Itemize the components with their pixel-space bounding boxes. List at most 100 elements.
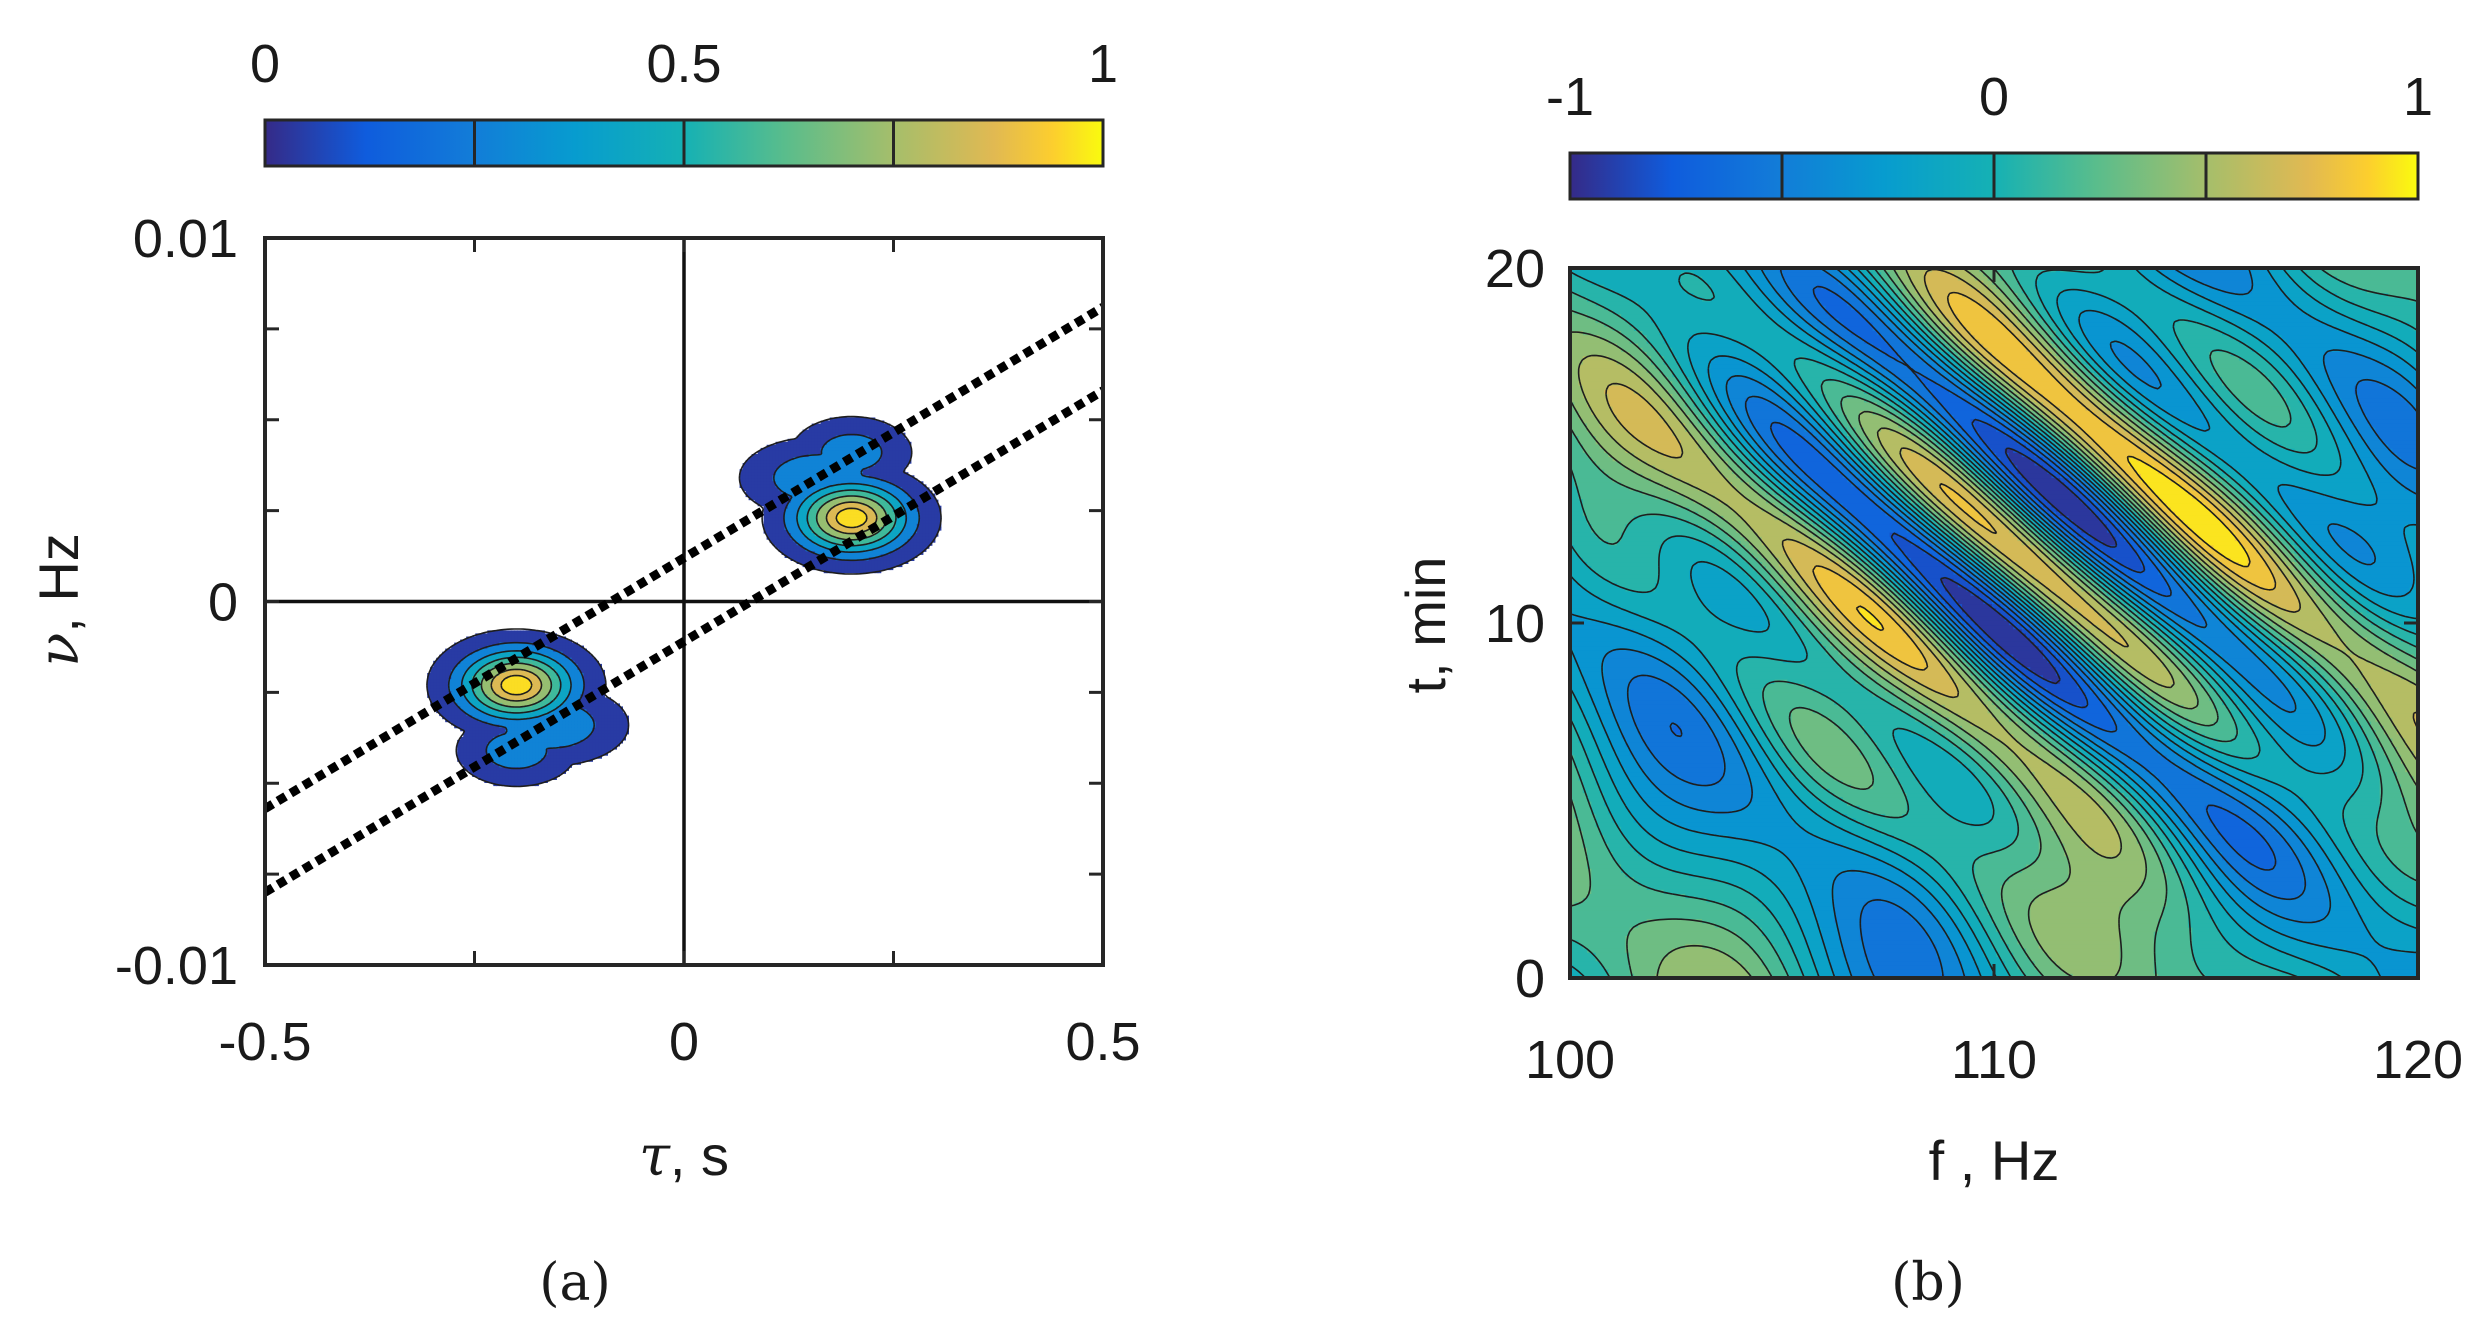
lobe-band-cell [427,679,431,683]
lobe-band-cell [913,536,918,540]
lobe-band-cell [778,514,783,519]
lobe-band-cell [922,523,927,528]
lobe-band-cell [517,630,521,634]
lobe-band-cell [835,530,840,534]
lobe-band-cell [571,645,575,650]
lobe-band-cell [817,438,822,443]
lobe-band-cell [907,542,912,546]
lobe-band-cell [793,542,798,546]
lobe-band-cell [565,730,569,735]
lobe-band-cell [784,533,789,537]
lobe-band-cell [475,742,479,747]
lobe-band-cell [817,533,822,537]
lobe-band-cell [547,682,551,686]
lobe-band-cell [502,657,506,662]
lobe-band-cell [760,496,765,501]
lobe-band-cell [811,457,816,461]
lobe-band-cell [745,487,750,491]
lobe-band-cell [850,444,855,449]
lobe-band-cell [607,730,611,735]
lobe-band-cell [793,551,798,555]
lobe-band-cell [823,548,828,552]
lobe-band-cell [526,755,530,759]
lobe-band-cell [868,496,873,501]
lobe-band-cell [817,490,822,495]
lobe-band-cell [457,663,461,668]
lobe-band-cell [523,767,527,771]
lobe-band-cell [484,639,488,644]
lobe-band-cell [502,733,506,738]
lobe-band-cell [766,466,771,470]
lobe-band-cell [898,523,903,528]
lobe-band-cell [862,569,867,574]
lobe-band-cell [541,736,545,741]
lobe-band-cell [496,633,500,637]
lobe-band-cell [511,639,515,644]
lobe-band-cell [586,715,590,720]
lobe-band-cell [775,478,780,482]
lobe-band-cell [481,767,485,771]
lobe-band-cell [892,517,897,522]
lobe-band-cell [817,454,822,458]
lobe-band-cell [523,758,527,762]
lobe-band-cell [532,746,536,750]
lobe-band-cell [553,673,557,677]
lobe-band-cell [862,463,867,467]
lobe-band-cell [430,679,434,683]
lobe-band-cell [889,557,894,561]
lobe-band-cell [598,746,602,750]
lobe-band-cell [577,694,581,698]
lobe-band-cell [541,742,545,747]
lobe-band-cell [883,457,888,461]
lobe-band-cell [739,469,744,473]
lobe-band-cell [850,417,855,422]
lobe-band-cell [841,554,846,558]
lobe-band-cell [547,685,551,689]
lobe-band-cell [589,746,593,750]
lobe-band-cell [820,508,825,513]
lobe-band-cell [502,730,506,735]
lobe-band-cell [826,444,831,449]
lobe-band-cell [463,739,467,744]
lobe-band-cell [544,764,548,768]
colorbar-a: 0 0.5 1 [250,34,1118,168]
lobe-band-cell [901,551,906,555]
lobe-band-cell [838,423,843,428]
lobe-band-cell [460,666,464,671]
lobe-band-cell [856,563,861,568]
lobe-band-cell [538,742,542,747]
lobe-band-cell [871,450,876,455]
lobe-band-cell [859,460,864,464]
lobe-band-cell [931,533,936,537]
lobe-band-cell [862,481,867,485]
lobe-band-cell [823,435,828,440]
lobe-band-cell [769,472,774,476]
lobe-band-cell [454,669,458,674]
lobe-band-cell [874,487,879,491]
lobe-band-cell [610,706,614,710]
lobe-band-cell [874,566,879,571]
lobe-band-cell [493,730,497,735]
lobe-band-cell [859,490,864,495]
lobe-band-cell [892,502,897,507]
lobe-band-cell [838,450,843,455]
lobe-band-cell [616,715,620,720]
lobe-band-cell [781,545,786,549]
lobe-band-cell [892,435,897,440]
lobe-band-cell [853,539,858,543]
lobe-band-cell [607,739,611,744]
lobe-band-cell [475,666,479,671]
lobe-band-cell [805,450,810,455]
lobe-band-cell [472,727,476,732]
lobe-band-cell [865,502,870,507]
lobe-band-cell [451,712,455,717]
lobe-band-cell [523,742,527,747]
lobe-band-cell [838,478,843,482]
lobe-band-cell [811,493,816,498]
lobe-band-cell [493,742,497,747]
lobe-band-cell [910,548,915,552]
lobe-band-cell [925,527,930,531]
lobe-band-cell [853,478,858,482]
lobe-band-cell [766,527,771,531]
lobe-band-cell [796,496,801,501]
